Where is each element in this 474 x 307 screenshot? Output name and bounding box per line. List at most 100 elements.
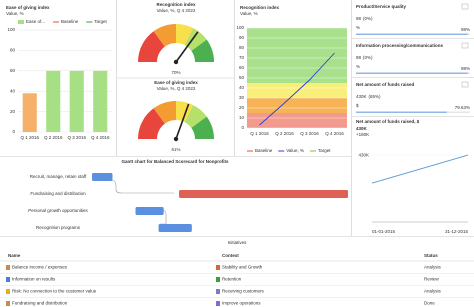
progress-label: 98% (461, 66, 470, 71)
table-cell: Review (424, 277, 440, 282)
y-tick-label: 0 (12, 129, 15, 134)
value-band (247, 28, 347, 83)
table-cell: Analysis (424, 289, 442, 294)
card-icon (461, 81, 469, 88)
bar (46, 70, 61, 132)
y-tick-label: 60 (10, 68, 16, 73)
gauge-band (138, 31, 165, 62)
task-label: Recruit, manage, retain staff (30, 174, 87, 179)
task-bar (92, 173, 113, 181)
chart-title: Recognition index (156, 2, 195, 7)
gauge-band (138, 108, 165, 139)
card-title: Product/Service quality (356, 4, 407, 9)
y-tick-label: 50 (239, 75, 245, 80)
table-cell: Risk: No connection to the customer valu… (12, 289, 97, 294)
card-title: Net amount of funds raised (356, 82, 415, 87)
y-tick-label: 30 (239, 95, 245, 100)
column-header: Context (222, 253, 239, 258)
value-band (247, 113, 347, 128)
gauge-hub (173, 136, 179, 142)
table-cell: Information on results (12, 277, 56, 282)
progress-label: 79.63% (455, 105, 470, 110)
y-tick-label: 90 (239, 35, 245, 40)
legend-label: Value, % (286, 148, 304, 153)
table-cell: Balance income / expenses (12, 265, 68, 270)
y-tick-label: 70 (239, 55, 245, 60)
chart-title: Recognition index (240, 5, 279, 10)
row-icon (6, 277, 10, 282)
task-label: Personal growth opportunities (28, 208, 88, 213)
chart-subtitle: Value, %, Q 4 2022 (157, 86, 196, 91)
bar (69, 70, 84, 132)
chart-title: Net amount of funds raised, $ (356, 119, 420, 124)
value-band (247, 98, 347, 113)
row-icon (216, 289, 220, 294)
table-cell: Retention (222, 277, 242, 282)
gauge-band (191, 116, 214, 139)
series-line (371, 154, 469, 184)
gauge-value: 70% (171, 70, 180, 75)
card-unit: $ (356, 103, 359, 108)
gauge-band (184, 105, 207, 128)
card-value: 98 (356, 16, 362, 21)
gantt-connector (109, 179, 174, 194)
chart-title: Ease of giving index (6, 5, 50, 10)
table-cell: Fundraising and distribution (12, 301, 68, 306)
row-icon (216, 301, 220, 306)
gauge-band (176, 101, 194, 123)
y-tick-label: 80 (239, 45, 245, 50)
gauge-value: 61% (171, 147, 180, 152)
card-unit: % (356, 25, 360, 30)
y-tick-label: 20 (239, 105, 245, 110)
table-cell: Stability and Growth (222, 265, 263, 270)
series-line (259, 52, 335, 126)
y-tick-label: 40 (10, 88, 16, 93)
gauge-band (191, 39, 214, 62)
card-change: (65%) (369, 94, 382, 99)
gauge-band (184, 28, 207, 51)
x-tick-label: Q 2 2016 (44, 135, 63, 140)
x-tick-label: Q 2 2016 (275, 131, 294, 136)
gauge-needle (175, 103, 190, 140)
progress-bar (356, 111, 447, 113)
y-tick-label: 40 (239, 85, 245, 90)
progress-label: 98% (461, 27, 470, 32)
card-change: (0%) (363, 16, 373, 21)
card-value: 98 (356, 55, 362, 60)
card-value: 430K (356, 94, 367, 99)
card-title: Information processing/communications (356, 43, 444, 48)
table-cell: Receiving customers (222, 289, 265, 294)
kpi-change: +180K (356, 132, 369, 137)
x-tick-label: Q 4 2016 (325, 131, 344, 136)
value-band (247, 83, 347, 98)
table-title: Initiatives (228, 240, 248, 245)
bar (93, 70, 108, 132)
row-icon (6, 301, 10, 306)
row-icon (6, 265, 10, 270)
chart-subtitle: Value, % (6, 11, 24, 16)
y-tick-label: 10 (239, 115, 245, 120)
row-icon (6, 289, 10, 294)
x-tick-label: Q 3 2016 (67, 135, 86, 140)
card-unit: % (356, 64, 360, 69)
y-tick-label: 80 (10, 48, 16, 53)
legend-label: Target (318, 148, 331, 153)
card-icon (461, 3, 469, 10)
kpi-value: 430K (356, 126, 368, 131)
x-tick-label: Q 1 2016 (20, 135, 39, 140)
x-tick-label: Q 4 2016 (91, 135, 110, 140)
progress-bar (356, 72, 468, 74)
row-icon (216, 277, 220, 282)
task-label: Recognition programs (36, 225, 81, 230)
y-tick-label: 430K (358, 152, 369, 157)
card-change: (0%) (363, 55, 373, 60)
task-bar (135, 207, 164, 215)
chart-subtitle: Value, %, Q 4 2022 (157, 8, 196, 13)
legend-label: Baseline (61, 19, 79, 24)
legend-label: Baseline (255, 148, 273, 153)
x-tick-label: Q 3 2016 (300, 131, 319, 136)
task-bar (179, 190, 348, 198)
legend-label: Target (94, 19, 107, 24)
gauge-band (153, 24, 176, 47)
